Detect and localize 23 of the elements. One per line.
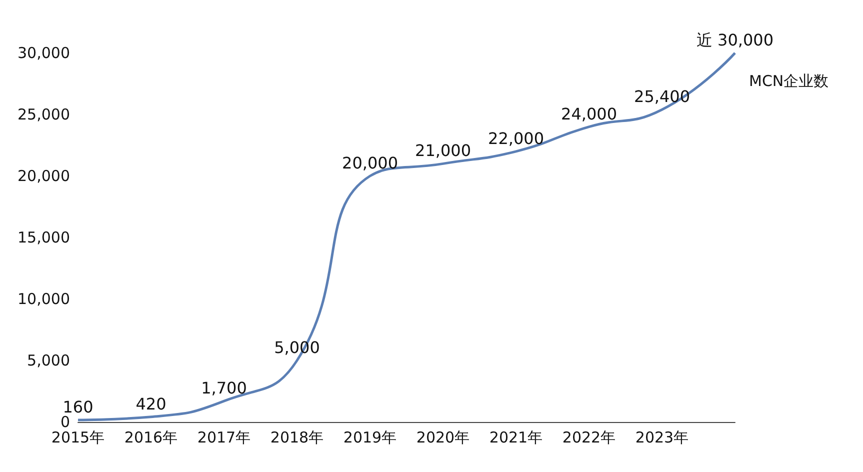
y-tick-label: 15,000 <box>18 228 70 246</box>
data-label: 420 <box>136 394 166 414</box>
y-tick-label: 10,000 <box>18 290 70 308</box>
data-label: 1,700 <box>201 378 247 398</box>
x-tick-label: 2020年 <box>416 428 470 446</box>
x-tick-label: 2022年 <box>562 428 616 446</box>
y-tick-label: 5,000 <box>27 352 70 370</box>
data-label: 近 30,000 <box>696 30 774 50</box>
x-tick-label: 2021年 <box>489 428 543 446</box>
series-label: MCN企业数 <box>749 72 829 90</box>
x-tick-label: 2018年 <box>270 428 324 446</box>
data-label: 21,000 <box>415 141 471 160</box>
x-tick-label: 2017年 <box>197 428 251 446</box>
data-label: 20,000 <box>342 154 398 172</box>
x-tick-label: 2019年 <box>343 428 397 446</box>
x-tick-label: 2015年 <box>51 428 105 446</box>
data-label: 24,000 <box>561 104 617 124</box>
x-tick-label: 2023年 <box>635 428 689 446</box>
y-tick-label: 30,000 <box>18 44 70 62</box>
data-label: 22,000 <box>488 128 544 148</box>
y-tick-label: 20,000 <box>18 167 70 185</box>
y-tick-label: 25,000 <box>18 106 70 124</box>
x-tick-label: 2016年 <box>124 428 178 446</box>
